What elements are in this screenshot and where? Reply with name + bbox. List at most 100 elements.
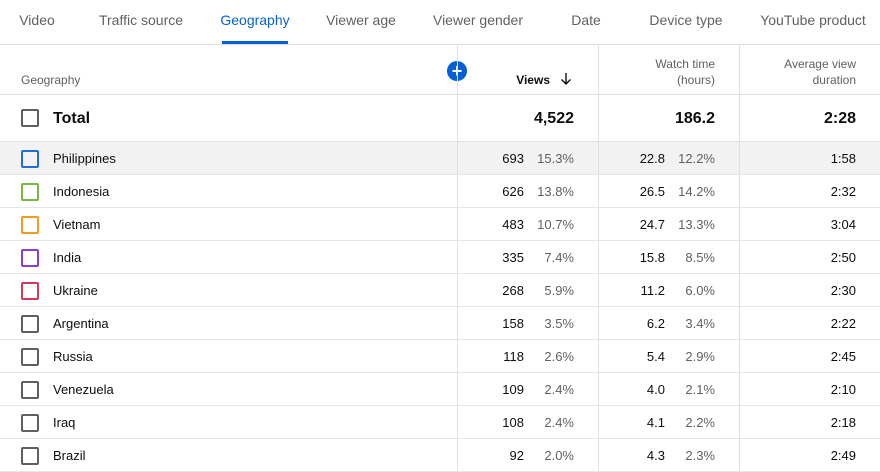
total-views: 4,522	[533, 110, 574, 127]
tab[interactable]: Geography	[220, 12, 290, 28]
total-watch-time: 186.2	[674, 110, 715, 127]
watch-time: 26.5	[639, 184, 665, 199]
views: 335	[502, 250, 524, 265]
row-divider	[0, 174, 880, 175]
views: 693	[502, 151, 524, 166]
watch-time: 4.1	[646, 415, 665, 430]
row-divider	[0, 339, 880, 340]
tab[interactable]: Video	[19, 12, 55, 28]
views-percent: 13.8%	[537, 184, 574, 199]
country: Brazil	[53, 448, 86, 463]
row-divider	[0, 207, 880, 208]
row-background	[0, 175, 880, 207]
header-geography: Geography	[21, 73, 81, 87]
avg-duration: 2:45	[830, 349, 856, 364]
country: Argentina	[53, 316, 109, 331]
tab[interactable]: Date	[571, 12, 601, 28]
checkbox[interactable]	[21, 183, 39, 201]
tab[interactable]: Viewer age	[326, 12, 396, 28]
total-avg-duration: 2:28	[823, 110, 856, 127]
avg-duration: 1:58	[830, 151, 856, 166]
column-divider	[457, 45, 458, 472]
row-divider	[0, 405, 880, 406]
views: 626	[502, 184, 524, 199]
watch-time-percent: 13.3%	[678, 217, 715, 232]
row-background	[0, 208, 880, 240]
watch-time: 15.8	[639, 250, 665, 265]
tab[interactable]: Traffic source	[98, 12, 184, 28]
row-background	[0, 307, 880, 339]
checkbox[interactable]	[21, 249, 39, 267]
total-label: Total	[53, 110, 91, 127]
views-percent: 15.3%	[537, 151, 574, 166]
views-percent: 5.9%	[544, 283, 574, 298]
country: Venezuela	[53, 382, 114, 397]
checkbox[interactable]	[21, 381, 39, 399]
avg-duration: 2:22	[830, 316, 856, 331]
tab[interactable]: Viewer gender	[432, 12, 524, 28]
checkbox[interactable]	[21, 216, 39, 234]
tab-divider	[0, 44, 880, 45]
watch-time-percent: 2.3%	[685, 448, 715, 463]
watch-time-percent: 3.4%	[685, 316, 715, 331]
watch-time-percent: 2.2%	[685, 415, 715, 430]
row-divider	[0, 306, 880, 307]
row-background	[0, 439, 880, 471]
checkbox[interactable]	[21, 447, 39, 465]
checkbox[interactable]	[21, 348, 39, 366]
watch-time: 4.3	[646, 448, 665, 463]
views-percent: 2.4%	[544, 382, 574, 397]
country: Philippines	[53, 151, 116, 166]
row-divider	[0, 438, 880, 439]
country: Indonesia	[53, 184, 110, 199]
country: Russia	[53, 349, 93, 364]
column-divider	[598, 45, 599, 472]
row-divider	[0, 273, 880, 274]
tab[interactable]: Device type	[649, 12, 723, 28]
row-background	[0, 373, 880, 405]
watch-time-percent: 2.9%	[685, 349, 715, 364]
views: 483	[502, 217, 524, 232]
views-percent: 10.7%	[537, 217, 574, 232]
row-background	[0, 340, 880, 372]
watch-time: 22.8	[639, 151, 665, 166]
header-avg-duration[interactable]: Average view duration	[784, 57, 856, 87]
avg-duration: 2:30	[830, 283, 856, 298]
views: 158	[502, 316, 524, 331]
header-divider	[0, 94, 880, 95]
avg-duration: 2:10	[830, 382, 856, 397]
views: 268	[502, 283, 524, 298]
avg-duration: 2:50	[830, 250, 856, 265]
row-divider	[0, 372, 880, 373]
watch-time: 4.0	[646, 382, 665, 397]
checkbox[interactable]	[21, 109, 39, 127]
avg-duration: 2:32	[830, 184, 856, 199]
watch-time-percent: 14.2%	[678, 184, 715, 199]
watch-time: 5.4	[646, 349, 665, 364]
checkbox[interactable]	[21, 150, 39, 168]
views-percent: 2.4%	[544, 415, 574, 430]
row-background	[0, 142, 880, 174]
checkbox[interactable]	[21, 282, 39, 300]
column-divider	[739, 45, 740, 472]
views-percent: 3.5%	[544, 316, 574, 331]
views: 118	[503, 349, 524, 364]
avg-duration: 2:18	[830, 415, 856, 430]
watch-time: 6.2	[646, 316, 665, 331]
watch-time-percent: 6.0%	[685, 283, 715, 298]
active-tab-indicator	[222, 41, 288, 44]
views: 108	[502, 415, 524, 430]
avg-duration: 3:04	[830, 217, 856, 232]
checkbox[interactable]	[21, 414, 39, 432]
total-divider	[0, 141, 880, 142]
country: Iraq	[53, 415, 76, 430]
views: 109	[502, 382, 524, 397]
checkbox[interactable]	[21, 315, 39, 333]
tab[interactable]: YouTube product	[760, 12, 866, 28]
header-watch-time[interactable]: Watch time (hours)	[655, 57, 715, 87]
row-background	[0, 274, 880, 306]
header-views[interactable]: Views	[516, 73, 550, 87]
country: India	[53, 250, 82, 265]
views-percent: 2.0%	[544, 448, 574, 463]
